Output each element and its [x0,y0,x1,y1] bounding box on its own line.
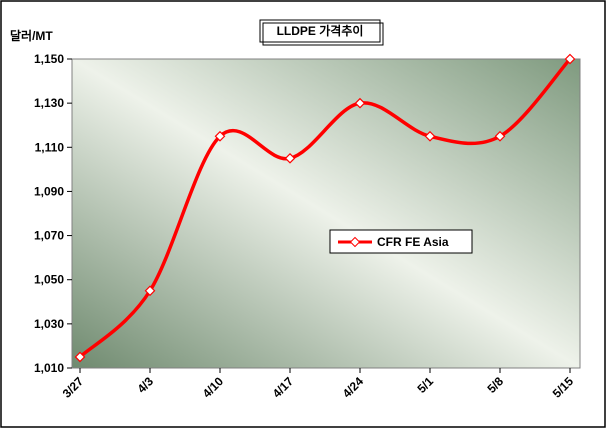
y-tick-label: 1,090 [34,184,64,198]
point-marker [284,152,296,164]
plot-area [71,58,581,369]
y-tick-label: 1,150 [34,52,64,66]
y-tick-label: 1,070 [34,229,64,243]
series-line [78,57,572,359]
legend-box [329,229,473,254]
y-tick-label: 1,130 [34,96,64,110]
point-marker [214,130,226,142]
y-tick-label: 1,110 [35,140,65,154]
chart-title: LLDPE 가격추이 [277,23,364,38]
y-tick-label: 1,010 [34,361,64,375]
y-tick-label: 1,030 [34,317,64,331]
legend-marker [349,236,361,248]
legend: CFR FE Asia [329,229,473,254]
point-marker [424,130,436,142]
title-shadow [262,22,384,46]
point-marker [564,53,576,65]
legend-label: CFR FE Asia [377,235,449,249]
title-box [259,19,381,43]
point-marker [494,130,506,142]
y-axis-label: 달러/MT [10,28,53,43]
point-marker [74,351,86,363]
point-marker [354,97,366,109]
y-tick-label: 1,050 [34,273,64,287]
point-marker [144,285,156,297]
